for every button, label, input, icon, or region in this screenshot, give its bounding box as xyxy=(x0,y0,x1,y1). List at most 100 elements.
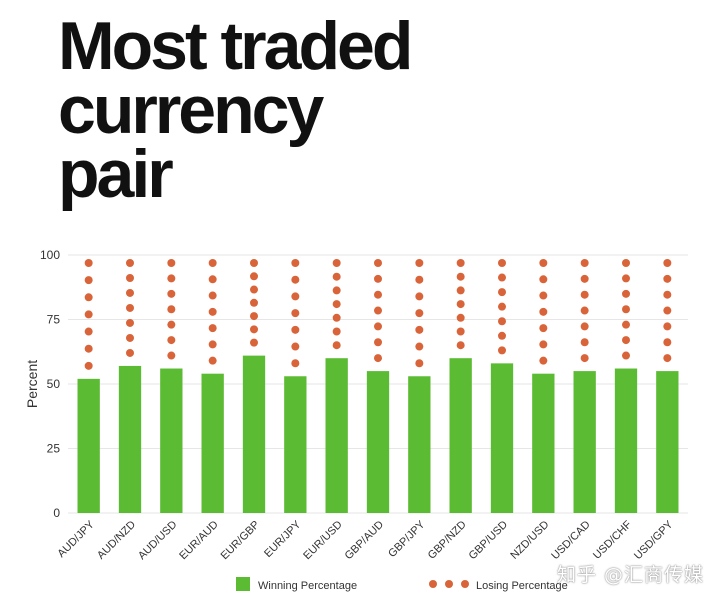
losing-dot xyxy=(250,338,258,347)
losing-dot xyxy=(374,290,382,299)
legend-swatch-losing xyxy=(461,580,469,588)
losing-dot xyxy=(84,310,93,319)
losing-dot xyxy=(539,275,548,284)
title-line-1: Most traded xyxy=(58,8,413,84)
losing-dot xyxy=(84,361,93,370)
losing-dot xyxy=(332,327,341,336)
losing-dot xyxy=(250,312,258,321)
title-line-2: currency xyxy=(58,72,324,148)
winning-bar xyxy=(614,368,638,513)
losing-dot xyxy=(332,313,341,322)
losing-dot xyxy=(126,333,134,342)
losing-dot xyxy=(208,324,217,333)
losing-dot xyxy=(539,356,548,365)
losing-dot xyxy=(456,327,465,336)
losing-dot xyxy=(167,336,176,345)
losing-dot xyxy=(622,274,630,283)
losing-dot xyxy=(167,259,176,267)
losing-dot xyxy=(498,317,506,326)
winning-bar xyxy=(118,365,142,513)
losing-dot xyxy=(539,259,548,267)
legend-swatch-winning xyxy=(236,577,250,591)
losing-dot xyxy=(291,259,300,267)
legend-swatch-losing xyxy=(445,580,453,588)
winning-bar xyxy=(160,368,183,513)
losing-dot xyxy=(580,322,589,331)
losing-dot xyxy=(126,273,134,282)
title-line-3: pair xyxy=(58,136,174,212)
losing-dot xyxy=(498,346,506,355)
losing-dot xyxy=(663,259,672,267)
losing-dot xyxy=(374,354,382,363)
winning-bar xyxy=(656,371,679,513)
losing-dot xyxy=(663,338,672,347)
losing-dot xyxy=(498,259,506,267)
losing-dot xyxy=(126,318,134,327)
x-tick-label: GBP/JPY xyxy=(386,518,428,560)
losing-dot xyxy=(622,320,630,329)
losing-dot xyxy=(415,309,424,318)
losing-dot xyxy=(456,300,465,309)
losing-dot xyxy=(374,306,382,315)
winning-bar xyxy=(532,373,555,513)
losing-dot xyxy=(84,327,93,336)
losing-dot xyxy=(374,274,382,283)
x-tick-label: USD/GPY xyxy=(632,518,676,562)
losing-dot xyxy=(498,288,506,297)
losing-dot xyxy=(167,351,176,360)
losing-dot xyxy=(580,306,589,315)
losing-dot xyxy=(250,285,258,294)
losing-dot xyxy=(84,276,93,285)
losing-dot xyxy=(167,289,176,298)
legend-label-winning: Winning Percentage xyxy=(258,580,357,592)
winning-bar xyxy=(325,358,348,513)
losing-dot xyxy=(332,300,341,309)
losing-dot xyxy=(291,292,300,301)
losing-dot xyxy=(580,274,589,283)
x-tick-label: EUR/GBP xyxy=(219,519,262,562)
x-tick-label: USD/CAD xyxy=(549,519,593,563)
losing-dot xyxy=(622,336,630,345)
losing-dot xyxy=(332,286,341,295)
x-tick-label: EUR/USD xyxy=(301,519,345,563)
y-axis-label: Percent xyxy=(24,360,40,408)
x-tick-label: AUD/NZD xyxy=(95,519,138,562)
y-tick-label: 0 xyxy=(53,506,60,520)
losing-dot xyxy=(208,356,217,365)
losing-dot xyxy=(580,354,589,363)
losing-dot xyxy=(208,307,217,316)
losing-dot xyxy=(415,342,424,351)
legend-swatch-losing xyxy=(429,580,437,588)
winning-bar xyxy=(77,378,100,513)
winning-bar xyxy=(284,376,307,513)
losing-dot xyxy=(539,324,548,333)
losing-dot xyxy=(250,298,258,307)
x-tick-label: GBP/AUD xyxy=(343,519,387,563)
losing-dot xyxy=(291,309,300,318)
losing-dot xyxy=(208,275,217,284)
losing-dot xyxy=(167,305,176,314)
x-tick-label: USD/CHF xyxy=(591,518,634,561)
losing-dot xyxy=(622,289,630,298)
losing-dot xyxy=(415,275,424,284)
x-tick-label: GBP/USD xyxy=(467,519,511,563)
losing-dot xyxy=(580,259,589,267)
losing-dot xyxy=(622,351,630,360)
losing-dot xyxy=(291,359,300,368)
x-tick-label: EUR/AUD xyxy=(177,519,221,563)
losing-dot xyxy=(208,340,217,349)
losing-dot xyxy=(663,290,672,299)
losing-dot xyxy=(126,259,134,267)
losing-dot xyxy=(126,288,134,297)
losing-dot xyxy=(167,274,176,283)
losing-dot xyxy=(126,303,134,312)
losing-dot xyxy=(167,320,176,329)
losing-dot xyxy=(456,313,465,322)
losing-dot xyxy=(456,286,465,295)
losing-dot xyxy=(663,354,672,363)
winning-bar xyxy=(490,363,514,513)
losing-dot xyxy=(498,273,506,282)
losing-dot xyxy=(539,307,548,316)
losing-dot xyxy=(663,274,672,283)
losing-dot xyxy=(332,272,341,281)
